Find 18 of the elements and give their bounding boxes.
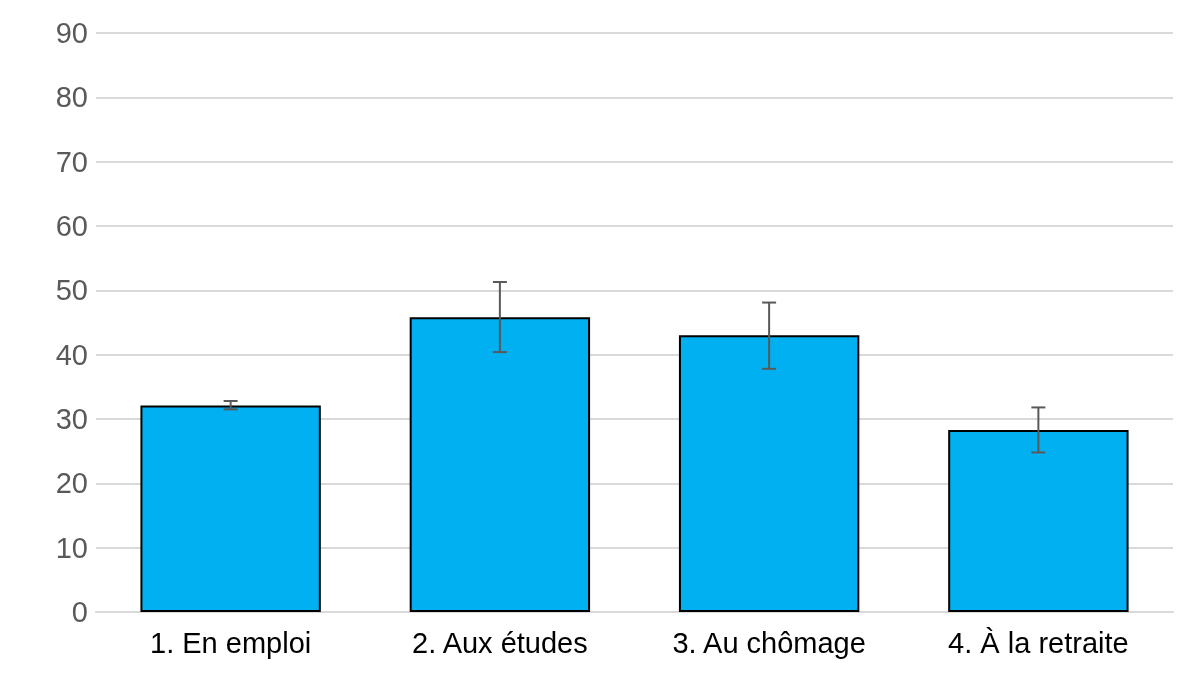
y-tick-label: 80 <box>55 81 88 114</box>
bar <box>948 429 1129 612</box>
y-tick-label: 10 <box>55 531 88 564</box>
x-tick-label: 2. Aux études <box>412 626 588 659</box>
y-tick-label: 70 <box>55 145 88 178</box>
y-tick-label: 50 <box>55 274 88 307</box>
y-tick-label: 20 <box>55 467 88 500</box>
y-tick-label: 60 <box>55 210 88 242</box>
y-tick-label: 40 <box>55 338 88 371</box>
bar <box>140 405 321 612</box>
y-tick-label: 0 <box>71 596 88 628</box>
bar <box>409 317 591 612</box>
x-tick-label: 3. Au chômage <box>672 626 866 659</box>
x-tick-label: 1. En emploi <box>150 626 312 659</box>
bar <box>678 335 860 612</box>
y-tick-label: 30 <box>55 403 88 435</box>
x-tick-label: 4. À la retraite <box>948 626 1129 659</box>
y-tick-label: 90 <box>55 17 88 49</box>
